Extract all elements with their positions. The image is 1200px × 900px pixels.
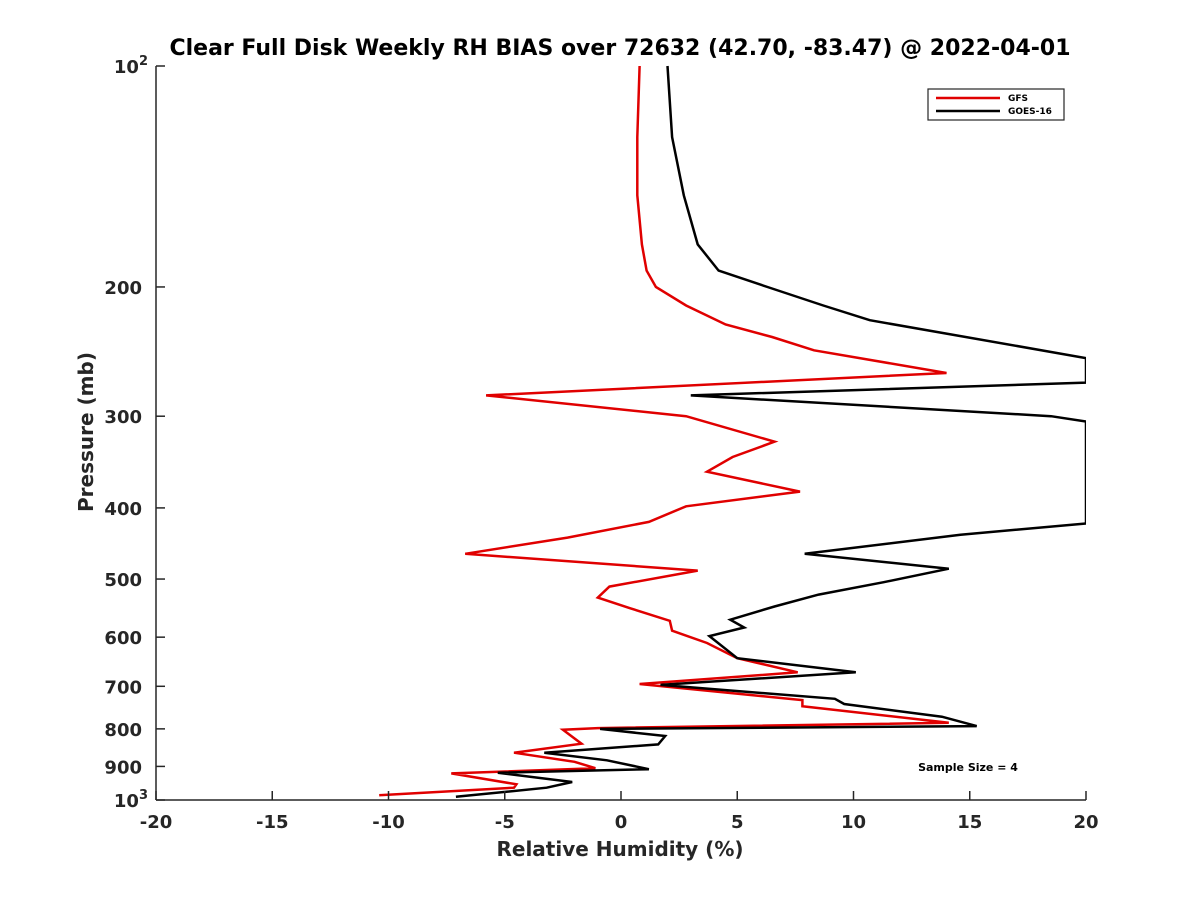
series-layer: [379, 65, 1086, 799]
y-tick-label: 600: [104, 628, 142, 649]
x-tick-label: 0: [615, 812, 628, 833]
x-axis-label: Relative Humidity (%): [496, 837, 743, 861]
y-tick-label: 900: [104, 757, 142, 778]
legend-box: [927, 88, 1065, 121]
y-tick-label: 300: [104, 407, 142, 428]
y-tick-label: 700: [104, 677, 142, 698]
x-tick-label: -5: [495, 812, 515, 833]
x-tick-label: 15: [957, 812, 982, 833]
legend-label-gfs: GFS: [1008, 94, 1028, 104]
x-tick-label: 5: [731, 812, 744, 833]
y-axis-label: Pressure (mb): [74, 352, 98, 512]
legend-label-goes16: GOES-16: [1008, 107, 1052, 117]
x-tick-label: 20: [1073, 812, 1098, 833]
chart-title: Clear Full Disk Weekly RH BIAS over 7263…: [169, 36, 1070, 61]
x-tick-label: -10: [372, 812, 405, 833]
y-tick-label: 800: [104, 720, 142, 741]
legend: GFS GOES-16: [927, 88, 1065, 121]
x-tick-label: -15: [256, 812, 289, 833]
x-tick-label: 10: [841, 812, 866, 833]
y-tick-label: 200: [104, 278, 142, 299]
sample-size-annotation: Sample Size = 4: [918, 761, 1018, 774]
series-line-gfs: [379, 65, 949, 797]
y-tick-label: 103: [114, 788, 148, 812]
x-tick-label: -20: [140, 812, 173, 833]
series-line-goes16: [455, 65, 1086, 799]
y-tick-label: 500: [104, 570, 142, 591]
y-tick-label: 102: [114, 54, 148, 78]
y-tick-label: 400: [104, 499, 142, 520]
axes-layer: -20 -15 -10 -5 0 5 10 15 20 102 200 300 400 500 600 700…: [104, 54, 1098, 833]
